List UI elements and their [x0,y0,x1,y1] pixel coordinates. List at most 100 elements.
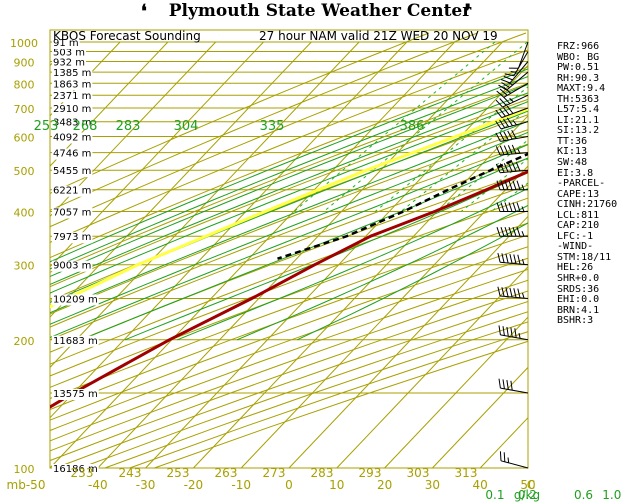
wind-barb-flag [511,144,517,154]
isotherm-line [432,366,528,469]
height-label: 13575 m [53,389,98,400]
isotherm-line [384,316,528,469]
index-line: BRN:4.1 [557,304,600,316]
height-label: 3483 m [53,118,91,129]
wind-barb-flag [499,451,502,461]
wind-barb-flag [503,86,512,94]
dry-adiabat-line [50,82,528,273]
pressure-tick-label: 500 [14,165,35,178]
wind-barb-half-flag [522,259,525,265]
wind-barb-staff [502,94,529,108]
height-label-background [52,117,93,129]
theta-e-label: 335 [260,119,285,134]
height-label: 2910 m [53,104,91,115]
wind-barb-flag [495,109,503,118]
wind-barb-flag [497,286,501,297]
parcel-trace [50,107,528,309]
theta-label: 283 [311,466,334,480]
wind-barb-flag [507,145,513,155]
dry-adiabat-line [50,268,528,442]
banner: ❛ Plymouth State Weather Center ❜ [0,0,640,26]
wind-barb-flag [508,180,513,190]
index-line: LI:21.1 [557,114,600,126]
isotherm-line [50,41,312,318]
wind-barb-flag [501,253,505,263]
wind-barb-flag [516,180,521,190]
theta-label: 233 [71,466,94,480]
wind-barb-staff [503,82,529,98]
wind-barb-flag [499,119,506,129]
theta-label: 293 [359,466,382,480]
theta-label: 263 [215,466,238,480]
wind-barb-staff [517,41,529,69]
wind-barb-flag [505,253,509,264]
wind-barb-flag [505,287,509,297]
height-label: 932 m [53,57,85,68]
moist-adiabat-line [50,144,528,339]
wind-barb-flag [517,288,521,298]
wind-barb-flag [500,202,505,212]
height-label-background [52,38,80,49]
temperature-axis-unit: C [527,478,535,492]
index-line: TH:5363 [557,93,600,105]
dry-adiabat-line [50,157,528,341]
dry-adiabat-line [50,210,528,388]
height-label: 7973 m [53,232,91,243]
wind-barb-flag [504,227,509,237]
wind-barb-staff [500,334,529,341]
temperature-tick-label: 0 [285,478,293,492]
wind-barb-flag [515,162,521,172]
dry-adiabat-line [50,234,528,411]
pressure-tick-label: 900 [14,56,35,69]
temperature-tick-label: -40 [88,478,108,492]
wind-barb-flag [501,287,505,297]
mixing-ratio-tick-label: 1.0 [602,488,621,502]
moist-adiabat-line [50,120,528,314]
wind-barb-flag [508,202,513,212]
index-line: SRDS:36 [557,283,600,295]
wind-barb-flag [501,82,510,88]
dry-adiabat-line [50,66,528,259]
height-label-background [52,57,87,69]
mixing-ratio-line [323,41,528,212]
theta-e-label: 253 [34,119,59,134]
wind-barb-staff [500,295,529,299]
isotherm-line [193,115,528,469]
index-line: -WIND- [557,241,594,253]
height-label: 2371 m [53,91,91,102]
wind-barb-flag [500,180,505,190]
wind-barb-flag [496,227,501,237]
wind-barb-flag [498,378,501,389]
wind-barb-staff [500,261,529,266]
theta-e-label: 268 [73,119,98,134]
wind-barb-flag [516,227,521,237]
pressure-tick-label: 800 [14,78,35,91]
temperature-tick-label: -30 [136,478,156,492]
wind-barb-flag [499,108,506,117]
wind-barb-flag [506,117,513,127]
wind-barb-staff [500,152,529,156]
height-label: 1385 m [53,68,91,79]
theta-label: 243 [119,466,142,480]
wind-barb-half-flag [518,332,521,339]
wind-barb-flag [503,96,511,105]
wind-barb-half-flag [510,71,517,73]
mixing-ratio-line [400,108,528,212]
height-label-background [52,294,99,306]
index-line: PW:0.51 [557,62,600,74]
wind-barb-staff [500,169,529,174]
wind-barb-flag [503,118,510,128]
height-label: 4746 m [53,149,91,160]
wind-barb-flag [503,75,513,81]
thermo-grid [50,32,528,469]
moist-adiabat-line [50,76,528,270]
moist-adiabat-line [50,92,528,286]
height-label: 7057 m [53,208,91,219]
wind-barb-half-flag [521,184,525,190]
left-swoosh-icon: ❛ [141,1,147,22]
height-label: 6221 m [53,186,91,197]
wind-barb-flag [516,202,521,212]
height-label-background [52,335,99,347]
plot-background [49,29,529,469]
wind-barb-flag [514,328,517,338]
